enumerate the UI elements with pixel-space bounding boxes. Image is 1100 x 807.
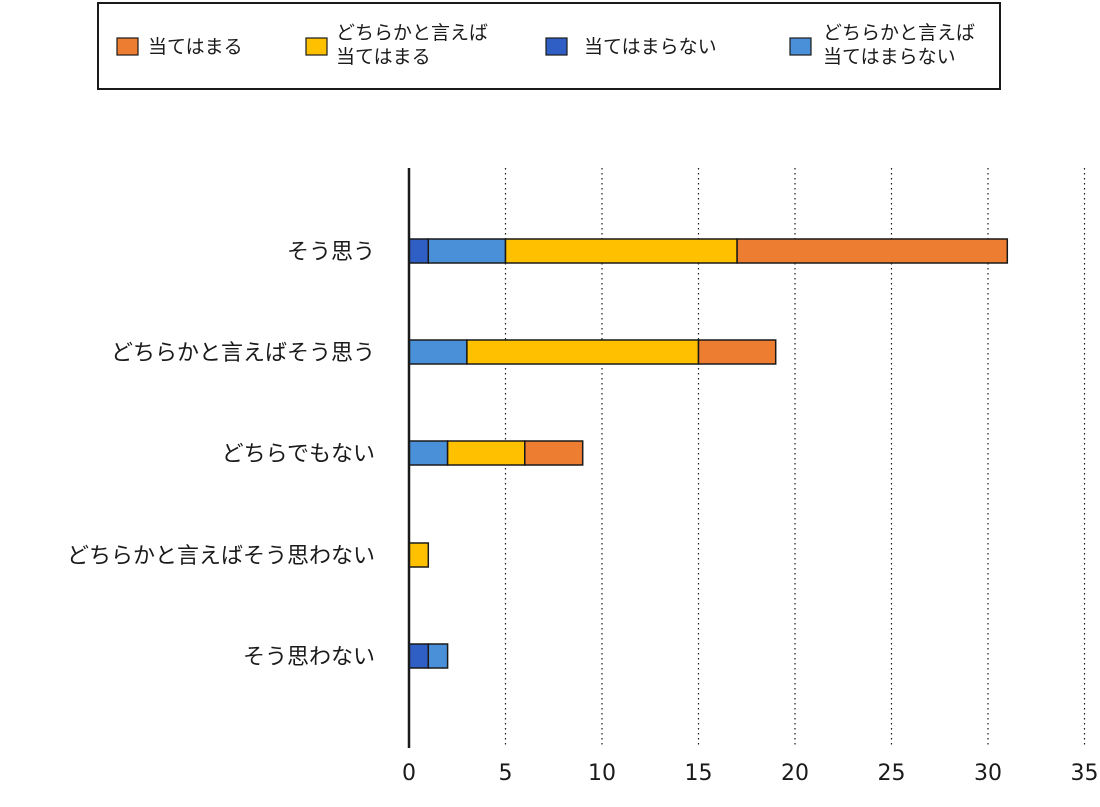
bar-segment — [446, 440, 526, 466]
category-label: どちらかと言えばそう思う — [111, 341, 375, 366]
category-label: そう思う — [287, 240, 375, 265]
bar-segment — [427, 238, 507, 264]
bar-segment — [524, 440, 584, 466]
bar-segment — [408, 440, 449, 466]
legend-swatch — [789, 37, 812, 56]
x-tick-label: 35 — [1071, 761, 1099, 786]
bars — [408, 238, 1009, 669]
bar-segment — [736, 238, 1009, 264]
legend-label: どちらかと言えば当てはまらない — [823, 22, 975, 68]
x-tick-label: 10 — [588, 761, 616, 786]
bar-segment — [408, 238, 430, 264]
legend-label: どちらかと言えば当てはまる — [336, 22, 488, 68]
bar-segment — [504, 238, 738, 264]
category-labels: そう思うどちらかと言えばそう思うどちらでもないどちらかと言えばそう思わないそう思… — [67, 240, 375, 670]
bar-segment — [466, 339, 700, 365]
legend: 当てはまる どちらかと言えば当てはまる 当てはまらない どちらかと言えば当てはまらない — [116, 22, 975, 68]
x-tick-label: 20 — [781, 761, 809, 786]
category-label: どちらでもない — [222, 442, 375, 467]
category-label: どちらかと言えばそう思わない — [67, 544, 375, 569]
bar-segment — [427, 643, 449, 669]
x-tick-label: 30 — [974, 761, 1002, 786]
x-tick-label: 25 — [878, 761, 906, 786]
legend-swatch — [116, 37, 139, 56]
bar-segment — [697, 339, 777, 365]
bar-segment — [408, 643, 430, 669]
category-label: そう思わない — [243, 645, 375, 670]
x-tick-label: 5 — [499, 761, 513, 786]
legend-swatch — [545, 37, 568, 56]
legend-label: 当てはまらない — [584, 36, 717, 58]
x-tick-label: 0 — [402, 761, 416, 786]
x-tick-labels: 0 5 10 15 20 25 30 35 — [402, 761, 1099, 786]
legend-swatch — [305, 37, 328, 56]
x-tick-label: 15 — [685, 761, 713, 786]
bar-segment — [408, 542, 430, 568]
legend-label: 当てはまる — [148, 36, 243, 58]
bar-segment — [408, 339, 468, 365]
